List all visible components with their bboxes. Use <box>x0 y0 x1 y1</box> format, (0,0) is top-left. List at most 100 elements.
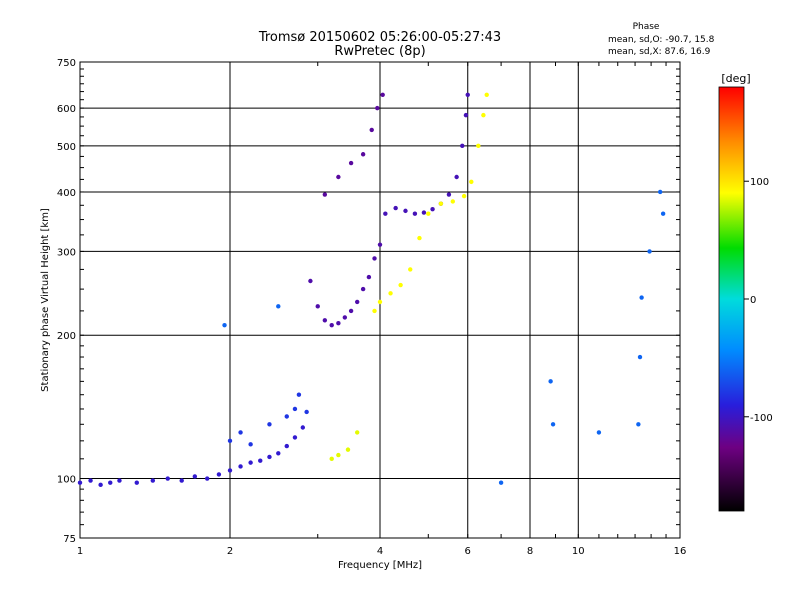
data-point <box>284 443 289 449</box>
data-point <box>77 480 83 485</box>
data-point <box>276 304 281 309</box>
data-point <box>446 192 452 197</box>
data-point <box>284 414 289 419</box>
data-point <box>398 282 403 288</box>
data-point <box>248 442 253 447</box>
data-point <box>461 193 467 199</box>
data-point <box>454 174 459 180</box>
data-point <box>342 315 348 320</box>
data-point <box>258 458 263 463</box>
data-point <box>267 454 272 460</box>
colorbar-tick-label: 100 <box>750 177 769 188</box>
data-point <box>304 409 309 415</box>
data-point <box>372 256 377 261</box>
data-point <box>463 112 469 118</box>
data-point <box>412 211 418 216</box>
data-point <box>408 267 413 272</box>
colorbar-gradient <box>718 86 745 512</box>
x-tick-label: 10 <box>572 546 585 557</box>
chart-subtitle: RwPretec (8p) <box>334 44 425 59</box>
x-tick-label: 6 <box>465 546 471 557</box>
data-point <box>238 464 243 469</box>
data-point <box>498 480 504 485</box>
data-point <box>348 160 354 166</box>
data-point <box>192 474 198 479</box>
data-point <box>360 286 366 292</box>
data-point <box>383 211 388 216</box>
data-point <box>292 435 298 440</box>
data-point <box>426 211 431 216</box>
colorbar: 100 0 -100 <box>718 86 773 512</box>
data-point <box>660 211 666 216</box>
data-point <box>403 208 408 214</box>
x-tick-label: 4 <box>377 546 383 557</box>
data-point <box>238 430 243 435</box>
data-point <box>329 456 334 462</box>
data-point <box>380 92 385 97</box>
y-tick-label: 100 <box>57 475 76 486</box>
data-point <box>639 295 644 300</box>
data-point <box>388 291 393 296</box>
data-point <box>322 318 328 323</box>
phase-stats-o: mean, sd,O: -90.7, 15.8 <box>608 35 715 45</box>
data-point <box>354 299 360 305</box>
data-point <box>550 422 556 427</box>
data-point <box>336 452 341 458</box>
data-point <box>417 235 422 241</box>
data-point <box>430 206 435 212</box>
y-tick-label: 400 <box>57 188 76 199</box>
phase-stats-x: mean, sd,X: 87.6, 16.9 <box>608 47 711 57</box>
phase-heading: Phase <box>633 22 660 32</box>
data-point <box>222 322 227 328</box>
y-tick-label: 600 <box>57 104 76 115</box>
data-point <box>369 127 374 133</box>
chart-title: Tromsø 20150602 05:26:00-05:27:43 <box>258 30 501 45</box>
data-point <box>227 438 233 444</box>
data-point <box>375 105 380 111</box>
data-point <box>548 379 553 384</box>
data-point <box>108 480 113 485</box>
data-point <box>372 308 377 314</box>
data-point <box>476 143 481 149</box>
y-tick-label: 300 <box>57 247 76 258</box>
data-point <box>421 210 427 215</box>
data-point <box>117 478 122 483</box>
data-point <box>636 422 641 427</box>
data-point <box>637 354 643 360</box>
data-point <box>450 199 456 204</box>
data-point <box>292 406 298 412</box>
y-tick-label: 200 <box>57 331 76 342</box>
data-point <box>647 249 652 254</box>
data-point <box>366 274 372 280</box>
data-point <box>296 392 302 397</box>
data-point <box>336 320 341 326</box>
data-point <box>165 476 170 481</box>
data-point <box>276 451 281 456</box>
data-point <box>315 304 320 309</box>
data-point <box>267 422 272 427</box>
data-point <box>336 174 341 180</box>
data-point <box>308 278 313 284</box>
data-point <box>460 143 465 149</box>
colorbar-tick-label: 0 <box>750 295 756 306</box>
x-tick-label: 16 <box>674 546 687 557</box>
data-point <box>216 472 222 477</box>
x-axis-label: Frequency [MHz] <box>338 560 422 571</box>
data-point <box>204 476 210 481</box>
plot-area: 1 2 4 6 8 10 16 75 100 200 300 400 500 600 750 <box>57 58 686 557</box>
data-point <box>657 189 663 195</box>
data-point <box>248 460 253 465</box>
colorbar-label: [deg] <box>721 72 750 85</box>
data-point <box>377 299 383 305</box>
y-axis-label: Stationary phase Virtual Height [km] <box>40 208 51 392</box>
y-tick-label: 500 <box>57 142 76 153</box>
data-point <box>484 92 489 97</box>
data-point <box>348 308 354 314</box>
data-point <box>393 205 398 211</box>
data-point <box>322 192 328 197</box>
data-point <box>465 92 470 97</box>
x-tick-label: 8 <box>527 546 533 557</box>
data-point <box>227 468 233 473</box>
data-point <box>438 201 444 206</box>
